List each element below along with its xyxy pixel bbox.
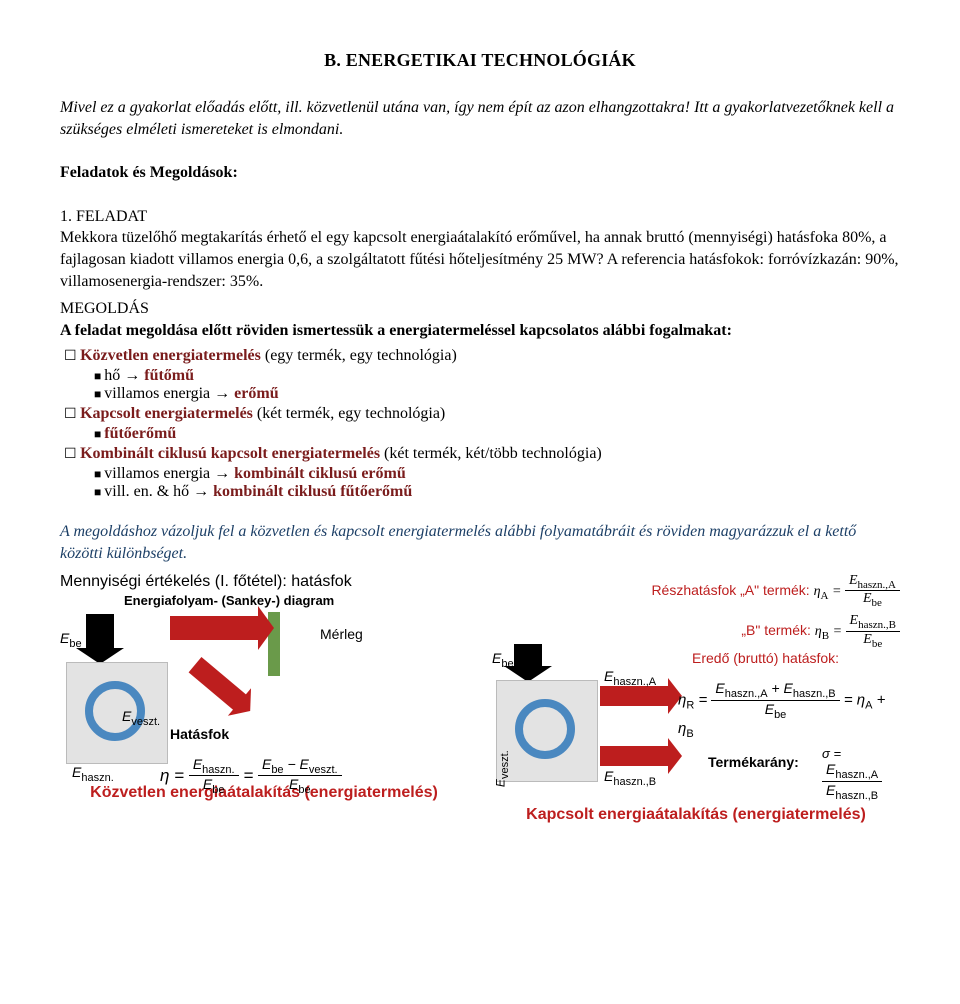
diagram-intro: A megoldáshoz vázoljuk fel a közvetlen é… bbox=[60, 521, 900, 564]
bullet-3: Kombinált ciklusú kapcsolt energiatermel… bbox=[88, 445, 900, 501]
bullet-list: Közvetlen energiatermelés (egy termék, e… bbox=[60, 347, 900, 501]
e-veszt-label: Eveszt. bbox=[122, 708, 160, 728]
task1-label: 1. FELADAT bbox=[60, 208, 147, 225]
r-arrow-a-icon bbox=[600, 686, 670, 706]
eta-r-formula: ηR = Ehaszn.,A + Ehaszn.,BEbe = ηA + ηB bbox=[678, 680, 900, 741]
resz-a: Részhatásfok „A" termék: ηA = Ehaszn.,AE… bbox=[492, 573, 900, 610]
r-eveszt: Eveszt. bbox=[494, 750, 511, 787]
e-haszn-label: Ehaszn. bbox=[72, 764, 114, 784]
solution-block: MEGOLDÁS A feladat megoldása előtt rövid… bbox=[60, 298, 900, 341]
r-arrow-ebe-icon bbox=[514, 644, 542, 668]
bullet-1: Közvetlen energiatermelés (egy termék, e… bbox=[88, 347, 900, 403]
task1: 1. FELADAT Mekkora tüzelőhő megtakarítás… bbox=[60, 206, 900, 292]
termekarany-label: Termékarány: bbox=[708, 754, 799, 770]
left-title: Mennyiségi értékelés (I. főtétel): hatás… bbox=[60, 573, 468, 591]
solution-intro: A feladat megoldása előtt röviden ismert… bbox=[60, 322, 732, 339]
bullet-1a: hő → fűtőmű bbox=[116, 367, 900, 385]
r-ehaszn-b: Ehaszn.,B bbox=[604, 768, 656, 788]
bullet-3b: vill. en. & hő → kombinált ciklusú fűtőe… bbox=[116, 483, 900, 501]
r-cycle-ring-icon bbox=[515, 699, 575, 759]
resz-b: „B" termék: ηB = Ehaszn.,BEbe bbox=[492, 613, 900, 650]
task1-body: Mekkora tüzelőhő megtakarítás érhető el … bbox=[60, 229, 899, 289]
sigma-formula: σ = Ehaszn.,AEhaszn.,B bbox=[822, 746, 900, 802]
right-diagram: Részhatásfok „A" termék: ηA = Ehaszn.,AE… bbox=[492, 573, 900, 824]
e-be-label: Ebe bbox=[60, 630, 82, 650]
solution-label: MEGOLDÁS bbox=[60, 300, 149, 317]
intro-paragraph: Mivel ez a gyakorlat előadás előtt, ill.… bbox=[60, 97, 900, 140]
sankey-label: Energiafolyam- (Sankey-) diagram bbox=[124, 593, 468, 608]
arrow-e-veszt-icon bbox=[170, 616, 260, 640]
left-diagram: Mennyiségi értékelés (I. főtétel): hatás… bbox=[60, 573, 468, 824]
r-arrow-b-icon bbox=[600, 746, 670, 766]
bullet-3a: villamos energia → kombinált ciklusú erő… bbox=[116, 465, 900, 483]
r-process-box bbox=[496, 680, 598, 782]
arrow-e-be-icon bbox=[86, 614, 114, 650]
eta-formula: η = Ehaszn.Ebe = Ebe − Eveszt.Ebe bbox=[160, 756, 342, 797]
hatasfok-label: Hatásfok bbox=[170, 726, 229, 742]
eredo-label: Eredő (bruttó) hatásfok: bbox=[692, 650, 839, 666]
r-ehaszn-a: Ehaszn.,A bbox=[604, 668, 656, 688]
merleg-label: Mérleg bbox=[320, 626, 363, 642]
bullet-2: Kapcsolt energiatermelés (két termék, eg… bbox=[88, 405, 900, 443]
diagrams: Mennyiségi értékelés (I. főtétel): hatás… bbox=[60, 573, 900, 824]
bullet-2a: fűtőerőmű bbox=[116, 425, 900, 443]
bullet-1b: villamos energia → erőmű bbox=[116, 385, 900, 403]
right-caption: Kapcsolt energiaátalakítás (energiaterme… bbox=[492, 806, 900, 824]
tasks-heading: Feladatok és Megoldások: bbox=[60, 162, 900, 184]
arrow-e-haszn-icon bbox=[189, 657, 248, 711]
page-title: B. ENERGETIKAI TECHNOLÓGIÁK bbox=[60, 50, 900, 71]
